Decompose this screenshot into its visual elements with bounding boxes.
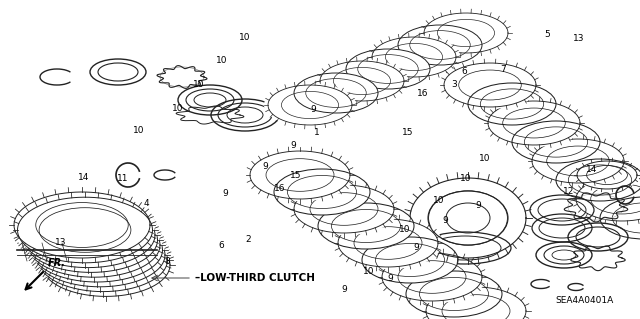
Text: 9: 9 xyxy=(311,105,316,114)
Text: 3: 3 xyxy=(452,80,457,89)
Text: 10: 10 xyxy=(460,174,472,183)
Text: 6: 6 xyxy=(462,67,467,76)
Ellipse shape xyxy=(37,231,175,299)
Text: 11: 11 xyxy=(117,174,129,182)
Text: 6: 6 xyxy=(218,241,223,250)
Ellipse shape xyxy=(333,217,442,269)
Text: 9: 9 xyxy=(443,216,448,225)
Text: 7: 7 xyxy=(500,65,506,74)
Ellipse shape xyxy=(420,11,512,55)
Text: 5: 5 xyxy=(545,30,550,39)
Ellipse shape xyxy=(289,183,399,235)
Ellipse shape xyxy=(264,83,356,127)
Text: 9: 9 xyxy=(262,162,268,171)
Text: 10: 10 xyxy=(133,126,145,135)
Text: 10: 10 xyxy=(479,154,491,163)
Text: 9: 9 xyxy=(291,141,296,150)
Text: 10: 10 xyxy=(363,267,374,276)
Text: 8: 8 xyxy=(165,257,170,266)
Ellipse shape xyxy=(274,169,370,215)
Ellipse shape xyxy=(398,25,482,65)
Ellipse shape xyxy=(368,35,460,79)
Ellipse shape xyxy=(246,149,355,201)
Text: 4: 4 xyxy=(143,199,148,208)
Text: 9: 9 xyxy=(388,274,393,283)
Text: 10: 10 xyxy=(399,225,410,234)
Text: 10: 10 xyxy=(239,33,250,42)
Text: 13: 13 xyxy=(573,34,585,43)
Ellipse shape xyxy=(556,159,640,201)
Ellipse shape xyxy=(468,83,556,125)
Ellipse shape xyxy=(318,203,414,249)
Text: 2: 2 xyxy=(246,235,251,244)
Ellipse shape xyxy=(346,49,430,89)
Text: 13: 13 xyxy=(55,238,67,247)
Ellipse shape xyxy=(294,73,378,113)
Ellipse shape xyxy=(23,210,165,280)
Ellipse shape xyxy=(19,205,163,275)
Ellipse shape xyxy=(16,200,160,270)
Ellipse shape xyxy=(362,237,458,283)
Text: 10: 10 xyxy=(433,197,444,205)
Ellipse shape xyxy=(30,221,170,289)
Ellipse shape xyxy=(600,197,640,239)
Ellipse shape xyxy=(528,137,628,185)
Text: 10: 10 xyxy=(216,56,228,65)
Ellipse shape xyxy=(574,160,640,190)
Text: 9: 9 xyxy=(223,189,228,198)
Text: 9: 9 xyxy=(476,201,481,210)
Text: 10: 10 xyxy=(172,104,184,113)
Text: 9: 9 xyxy=(413,243,419,252)
Ellipse shape xyxy=(13,195,157,265)
Ellipse shape xyxy=(406,271,502,317)
Ellipse shape xyxy=(378,251,486,303)
Text: 14: 14 xyxy=(77,173,89,182)
Text: 16: 16 xyxy=(417,89,428,98)
Text: 15: 15 xyxy=(290,171,301,180)
Text: 1: 1 xyxy=(314,128,319,137)
Ellipse shape xyxy=(484,99,584,147)
Ellipse shape xyxy=(404,175,532,261)
Text: FR.: FR. xyxy=(48,258,66,268)
Text: SEA4A0401A: SEA4A0401A xyxy=(555,296,613,305)
Ellipse shape xyxy=(422,285,531,319)
Text: 9: 9 xyxy=(342,285,347,293)
Ellipse shape xyxy=(572,175,640,223)
Ellipse shape xyxy=(26,216,168,285)
Ellipse shape xyxy=(316,59,408,103)
Ellipse shape xyxy=(9,189,155,261)
Ellipse shape xyxy=(33,226,173,294)
Text: 14: 14 xyxy=(586,165,597,174)
Text: 15: 15 xyxy=(402,128,413,137)
Text: –LOW-THIRD CLUTCH: –LOW-THIRD CLUTCH xyxy=(195,273,315,283)
Ellipse shape xyxy=(440,61,540,109)
Text: 12: 12 xyxy=(563,187,574,196)
Text: 16: 16 xyxy=(274,184,285,193)
Text: 10: 10 xyxy=(193,80,204,89)
Ellipse shape xyxy=(512,121,600,163)
